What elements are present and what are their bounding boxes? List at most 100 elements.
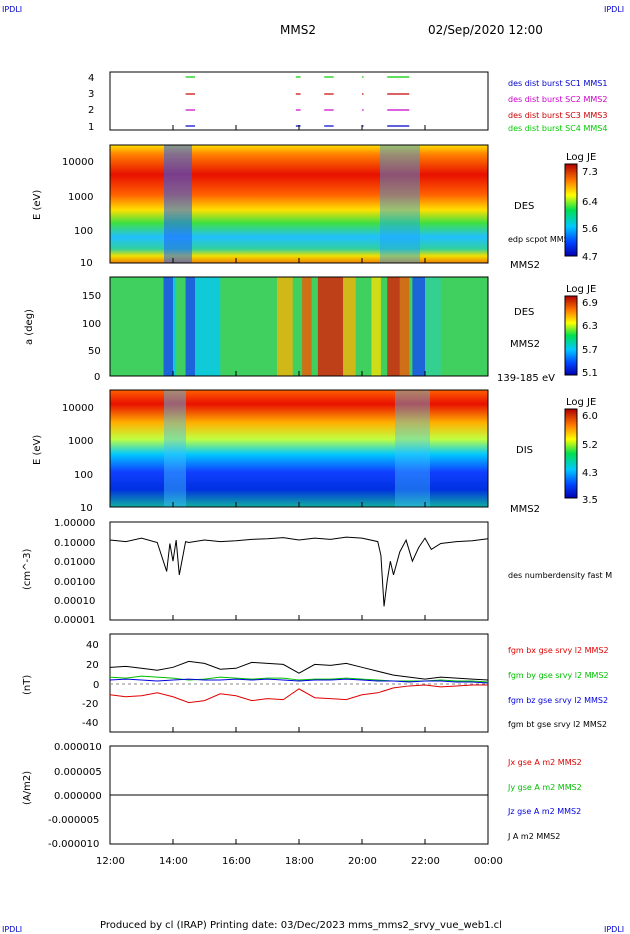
density-series (109, 536, 489, 607)
bt-legend: fgm bt gse srvy l2 MMS2 (508, 720, 607, 729)
current-ytick: 0.000005 (54, 767, 102, 778)
bfield-line (109, 684, 488, 704)
pitch-stripe (399, 277, 410, 376)
dis-energy-cbar-title: Log JE (566, 397, 596, 408)
des-pitch-cbar-tick: 6.9 (582, 298, 598, 309)
time-tick-label: 00:00 (474, 856, 503, 867)
corner-label-top-left: IPDLI (2, 5, 22, 14)
des-energy-spacecraft: MMS2 (510, 260, 540, 271)
bfield-line (109, 678, 489, 684)
burst-ytick: 2 (88, 105, 94, 116)
magnetic-field-panel: 40 20 0 -20 -40 (nT) fgm bx gse srvy l2 … (22, 633, 609, 733)
des-energy-overlay-label: edp scpot MMS2 (508, 235, 574, 244)
dis-energy-ytick: 10000 (62, 403, 94, 414)
time-axis: 12:00 14:00 16:00 18:00 20:00 22:00 00:0… (96, 125, 503, 867)
burst-interval-marks (185, 76, 410, 127)
burst-ytick: 1 (88, 122, 94, 133)
des-energy-instrument: DES (514, 201, 534, 212)
dis-energy-colorbar (564, 408, 578, 499)
corner-label-bottom-right: IPDLI (604, 925, 624, 934)
density-ytick: 1.00000 (54, 518, 95, 529)
pitch-stripe (163, 277, 173, 376)
jy-legend: Jy gse A m2 MMS2 (507, 783, 582, 792)
des-energy-cbar-title: Log JE (566, 152, 596, 163)
des-energy-cbar-tick: 4.7 (582, 252, 598, 263)
magnetic-field-ylabel: (nT) (22, 675, 33, 695)
bz-legend: fgm bz gse srvy l2 MMS2 (508, 696, 608, 705)
burst-legend-sc2: des dist burst SC2 MMS2 (508, 95, 607, 104)
des-pitch-colorbar (564, 295, 578, 376)
j-legend: J A m2 MMS2 (507, 832, 560, 841)
magnetic-field-ytick: -20 (82, 699, 98, 710)
des-pitch-energy-range: 139-185 eV (497, 373, 555, 384)
des-energy-dropout (164, 145, 192, 263)
des-energy-ylabel: E (eV) (32, 190, 43, 220)
des-pitch-ytick: 0 (94, 372, 100, 383)
corner-label-bottom-left: IPDLI (2, 925, 22, 934)
burst-legend-sc4: des dist burst SC4 MMS4 (508, 124, 607, 133)
dis-energy-ytick: 1000 (68, 436, 93, 447)
pitch-stripe (317, 277, 344, 376)
dis-energy-panel: 10000 1000 100 10 E (eV) DIS MMS2 Log JE… (32, 389, 598, 515)
burst-panel: 4 3 2 1 des dist burst SC1 MMS1 des dist… (88, 71, 607, 133)
burst-legend-sc1: des dist burst SC1 MMS1 (508, 79, 607, 88)
des-pitch-panel: 150 100 50 0 a (deg) DES MMS2 139-185 eV… (24, 276, 598, 384)
pitch-stripe (425, 277, 441, 376)
jx-legend: Jx gse A m2 MMS2 (507, 758, 582, 767)
des-pitch-cbar-tick: 5.7 (582, 345, 598, 356)
pitch-stripe (302, 277, 312, 376)
bfield-line (109, 660, 489, 681)
pitch-stripe (195, 277, 221, 376)
des-pitch-ylabel: a (deg) (24, 309, 35, 345)
time-tick-label: 12:00 (96, 856, 125, 867)
magnetic-field-ytick: -40 (82, 718, 98, 729)
dis-energy-cbar-tick: 3.5 (582, 495, 598, 506)
des-pitch-ytick: 150 (82, 291, 101, 302)
dis-energy-spectrogram (110, 390, 488, 507)
des-pitch-ytick: 100 (82, 319, 101, 330)
magnetic-field-frame (109, 633, 489, 733)
pitch-stripe (371, 277, 381, 376)
des-energy-ytick: 100 (74, 226, 93, 237)
magnetic-field-series (109, 660, 489, 704)
des-pitch-spacecraft: MMS2 (510, 339, 540, 350)
current-ytick: 0.000010 (54, 742, 102, 753)
des-energy-colorbar (564, 163, 578, 257)
density-ylabel: (cm^-3) (22, 549, 33, 590)
current-ylabel: (A/m2) (22, 771, 33, 805)
des-energy-ytick: 10000 (62, 157, 94, 168)
des-energy-ytick: 1000 (68, 192, 93, 203)
time-tick-label: 18:00 (285, 856, 314, 867)
density-ytick: 0.10000 (54, 538, 95, 549)
dis-energy-instrument: DIS (516, 445, 533, 456)
pitch-stripe (412, 277, 425, 376)
dis-energy-ytick: 100 (74, 470, 93, 481)
current-ytick: 0.000000 (54, 791, 102, 802)
dis-energy-ytick: 10 (80, 503, 93, 514)
dis-energy-cbar-tick: 4.3 (582, 468, 598, 479)
burst-ytick: 3 (88, 89, 94, 100)
dis-energy-dropout (395, 390, 430, 507)
pitch-stripe (276, 277, 293, 376)
dis-energy-cbar-tick: 6.0 (582, 411, 598, 422)
density-series-label: des numberdensity fast M (508, 571, 612, 580)
des-energy-dropout (380, 145, 420, 263)
magnetic-field-ytick: 0 (93, 680, 99, 691)
des-pitch-cbar-title: Log JE (566, 284, 596, 295)
des-energy-ytick: 10 (80, 258, 93, 269)
density-ytick: 0.00001 (54, 615, 95, 626)
density-ytick: 0.00010 (54, 596, 95, 607)
corner-label-top-right: IPDLI (604, 5, 624, 14)
dis-energy-spacecraft: MMS2 (510, 504, 540, 515)
density-panel: 1.00000 0.10000 0.01000 0.00100 0.00010 … (22, 518, 612, 626)
plot-title: MMS2 (280, 23, 316, 37)
pitch-stripe (185, 277, 196, 376)
current-ytick: -0.000010 (48, 839, 99, 850)
des-energy-cbar-tick: 6.4 (582, 197, 598, 208)
des-energy-cbar-tick: 7.3 (582, 167, 598, 178)
des-pitch-cbar-tick: 6.3 (582, 321, 598, 332)
time-tick-label: 22:00 (411, 856, 440, 867)
des-pitch-stripes (163, 277, 441, 376)
pitch-stripe (387, 277, 400, 376)
des-pitch-ytick: 50 (88, 346, 101, 357)
